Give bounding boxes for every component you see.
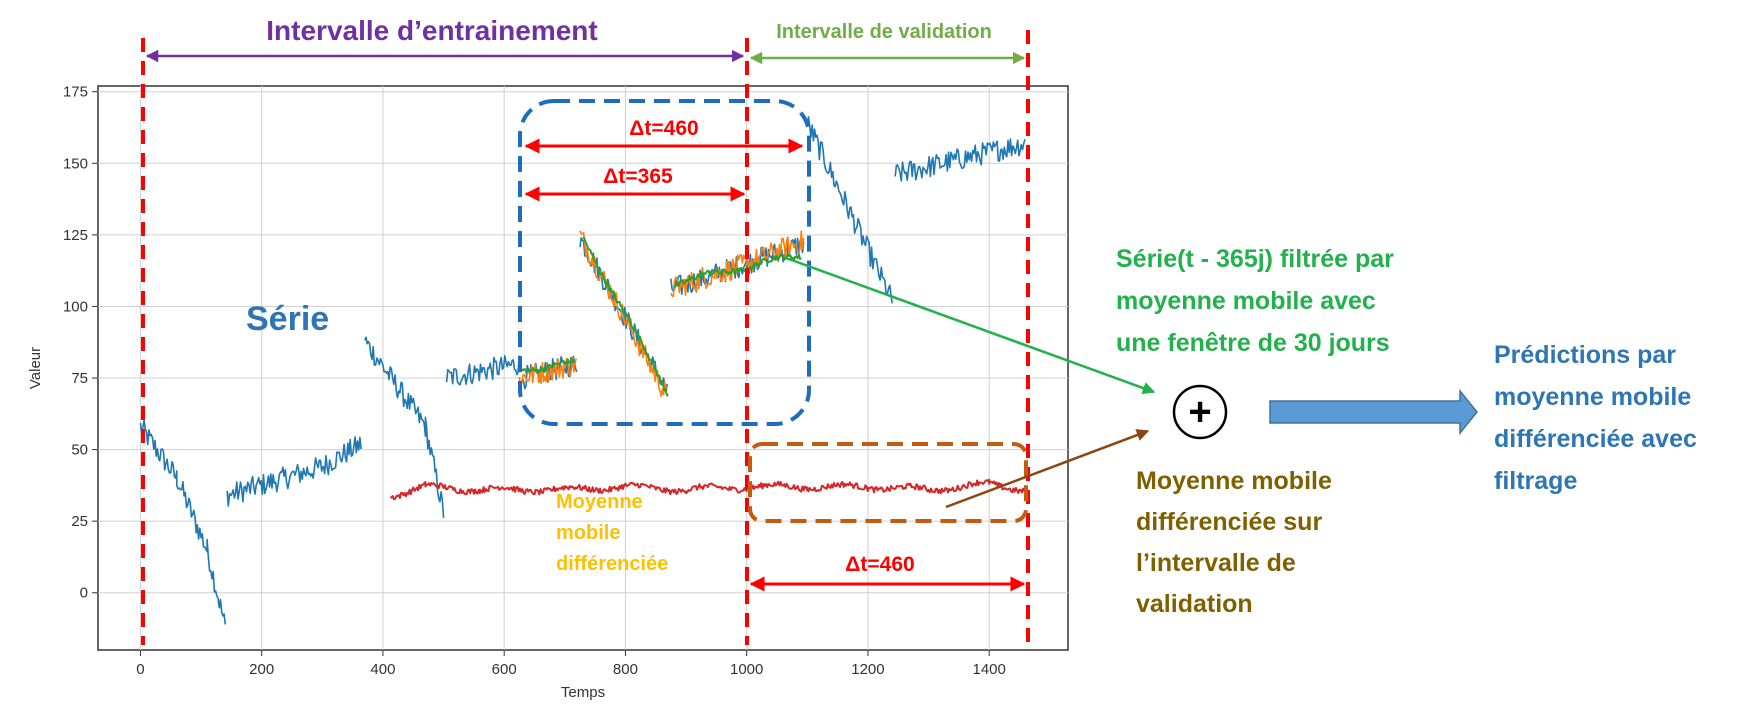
brown-label-1: Moyenne mobile [1136,467,1332,495]
prediction-block-arrow [1269,388,1478,436]
x-tick-label: 800 [613,661,638,678]
y-tick-label: 50 [71,442,88,459]
y-axis-label: Valeur [27,347,44,389]
x-tick-label: 600 [492,661,517,678]
series-3 [390,478,1027,501]
blue-label-3: différenciée avec [1494,425,1697,453]
series-line [390,478,1027,501]
x-tick-label: 200 [249,661,274,678]
series-line [226,436,362,507]
val-interval-label: Intervalle de validation [776,21,992,43]
x-tick-label: 1000 [730,661,763,678]
brown-connector-arrow [945,429,1150,509]
y-tick-label: 175 [63,84,88,101]
plot-frame [97,85,1069,651]
y-tick-label: 75 [71,370,88,387]
brown-label-3: l’intervalle de [1136,549,1296,577]
series-line [579,237,669,393]
series-2 [518,236,802,397]
series-line [518,356,578,386]
brown-label-2: différenciée sur [1136,508,1322,536]
series-line [139,419,227,625]
validation-mm-box [748,442,1028,523]
blue-label-4: filtrage [1494,467,1577,495]
green-connector-arrow [785,256,1156,395]
series-line [673,253,802,289]
dt365-label: Δt=365 [603,165,673,188]
series-line [670,230,805,298]
green-label-3: une fenêtre de 30 jours [1116,329,1390,357]
mm-diff-label-1: Moyenne [556,491,643,513]
series-line [518,357,575,375]
blue-label-2: moyenne mobile [1494,383,1691,411]
mm-diff-label-2: mobile [556,522,620,544]
green-label-2: moyenne mobile avec [1116,287,1376,315]
brown-label-4: validation [1136,590,1253,618]
series-line [364,336,445,518]
series-line [806,116,893,304]
blue-label-1: Prédictions par [1494,341,1676,369]
axis-ticks: 0 200 400 600 800 1000 1200 1400 0 25 50 75 100 125 15… [63,84,1006,678]
mm-diff-label-3: différenciée [556,553,668,575]
x-tick-label: 400 [370,661,395,678]
x-tick-label: 1200 [851,661,884,678]
y-tick-label: 0 [80,585,88,602]
lag-window-box [518,99,811,426]
y-tick-label: 100 [63,298,88,315]
green-label-1: Série(t - 365j) filtrée par [1116,245,1394,273]
plus-symbol: + [1188,390,1211,434]
series-layer [139,116,1027,625]
x-tick-label: 0 [136,661,144,678]
series-1 [518,230,805,397]
plus-circle [1172,384,1228,440]
dt460-bottom-label: Δt=460 [845,553,914,576]
serie-label: Série [246,300,329,338]
series-line [894,138,1026,182]
y-tick-label: 25 [71,513,88,530]
y-tick-label: 125 [63,227,88,244]
x-axis-label: Temps [561,684,605,701]
train-interval-label: Intervalle d’entrainement [266,15,597,46]
y-tick-label: 150 [63,155,88,172]
series-line [582,236,669,397]
dt460-top-label: Δt=460 [629,117,698,140]
series-line [579,230,668,397]
series-line [445,355,521,386]
x-tick-label: 1400 [973,661,1006,678]
